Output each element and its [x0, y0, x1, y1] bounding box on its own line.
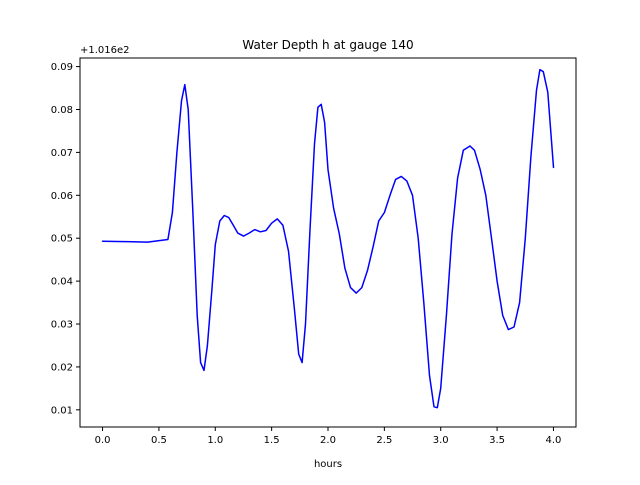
x-tick-label: 0.5 — [151, 435, 167, 446]
x-tick-label: 4.0 — [546, 435, 562, 446]
x-tick-label: 3.0 — [433, 435, 449, 446]
y-tick-label: 0.08 — [51, 105, 73, 116]
y-tick-label: 0.05 — [51, 234, 73, 245]
y-tick-label: 0.09 — [51, 62, 73, 73]
x-tick-label: 0.0 — [95, 435, 111, 446]
series-line-0 — [101, 68, 555, 409]
y-tick-label: 0.06 — [51, 191, 73, 202]
y-tick-label: 0.04 — [51, 277, 73, 288]
y-tick-label: 0.01 — [51, 405, 73, 416]
x-tick-label: 1.0 — [207, 435, 223, 446]
y-tick-label: 0.02 — [51, 362, 73, 373]
x-tick-label: 3.5 — [489, 435, 505, 446]
x-tick-label: 2.5 — [376, 435, 392, 446]
x-axis: 0.0 0.5 1.0 1.5 2.0 2.5 3.0 3.5 4.0 — [95, 427, 562, 446]
y-tick-label: 0.07 — [51, 148, 73, 159]
y-tick-label: 0.03 — [51, 320, 73, 331]
y-offset-label: +1.016e2 — [80, 45, 130, 56]
y-axis: 0.01 0.02 0.03 0.04 0.05 0.06 0.07 0.08 0.09 — [51, 62, 80, 416]
x-tick-label: 2.0 — [320, 435, 336, 446]
x-tick-label: 1.5 — [264, 435, 280, 446]
chart-title: Water Depth h at gauge 140 — [242, 38, 413, 52]
x-axis-label: hours — [314, 459, 342, 470]
